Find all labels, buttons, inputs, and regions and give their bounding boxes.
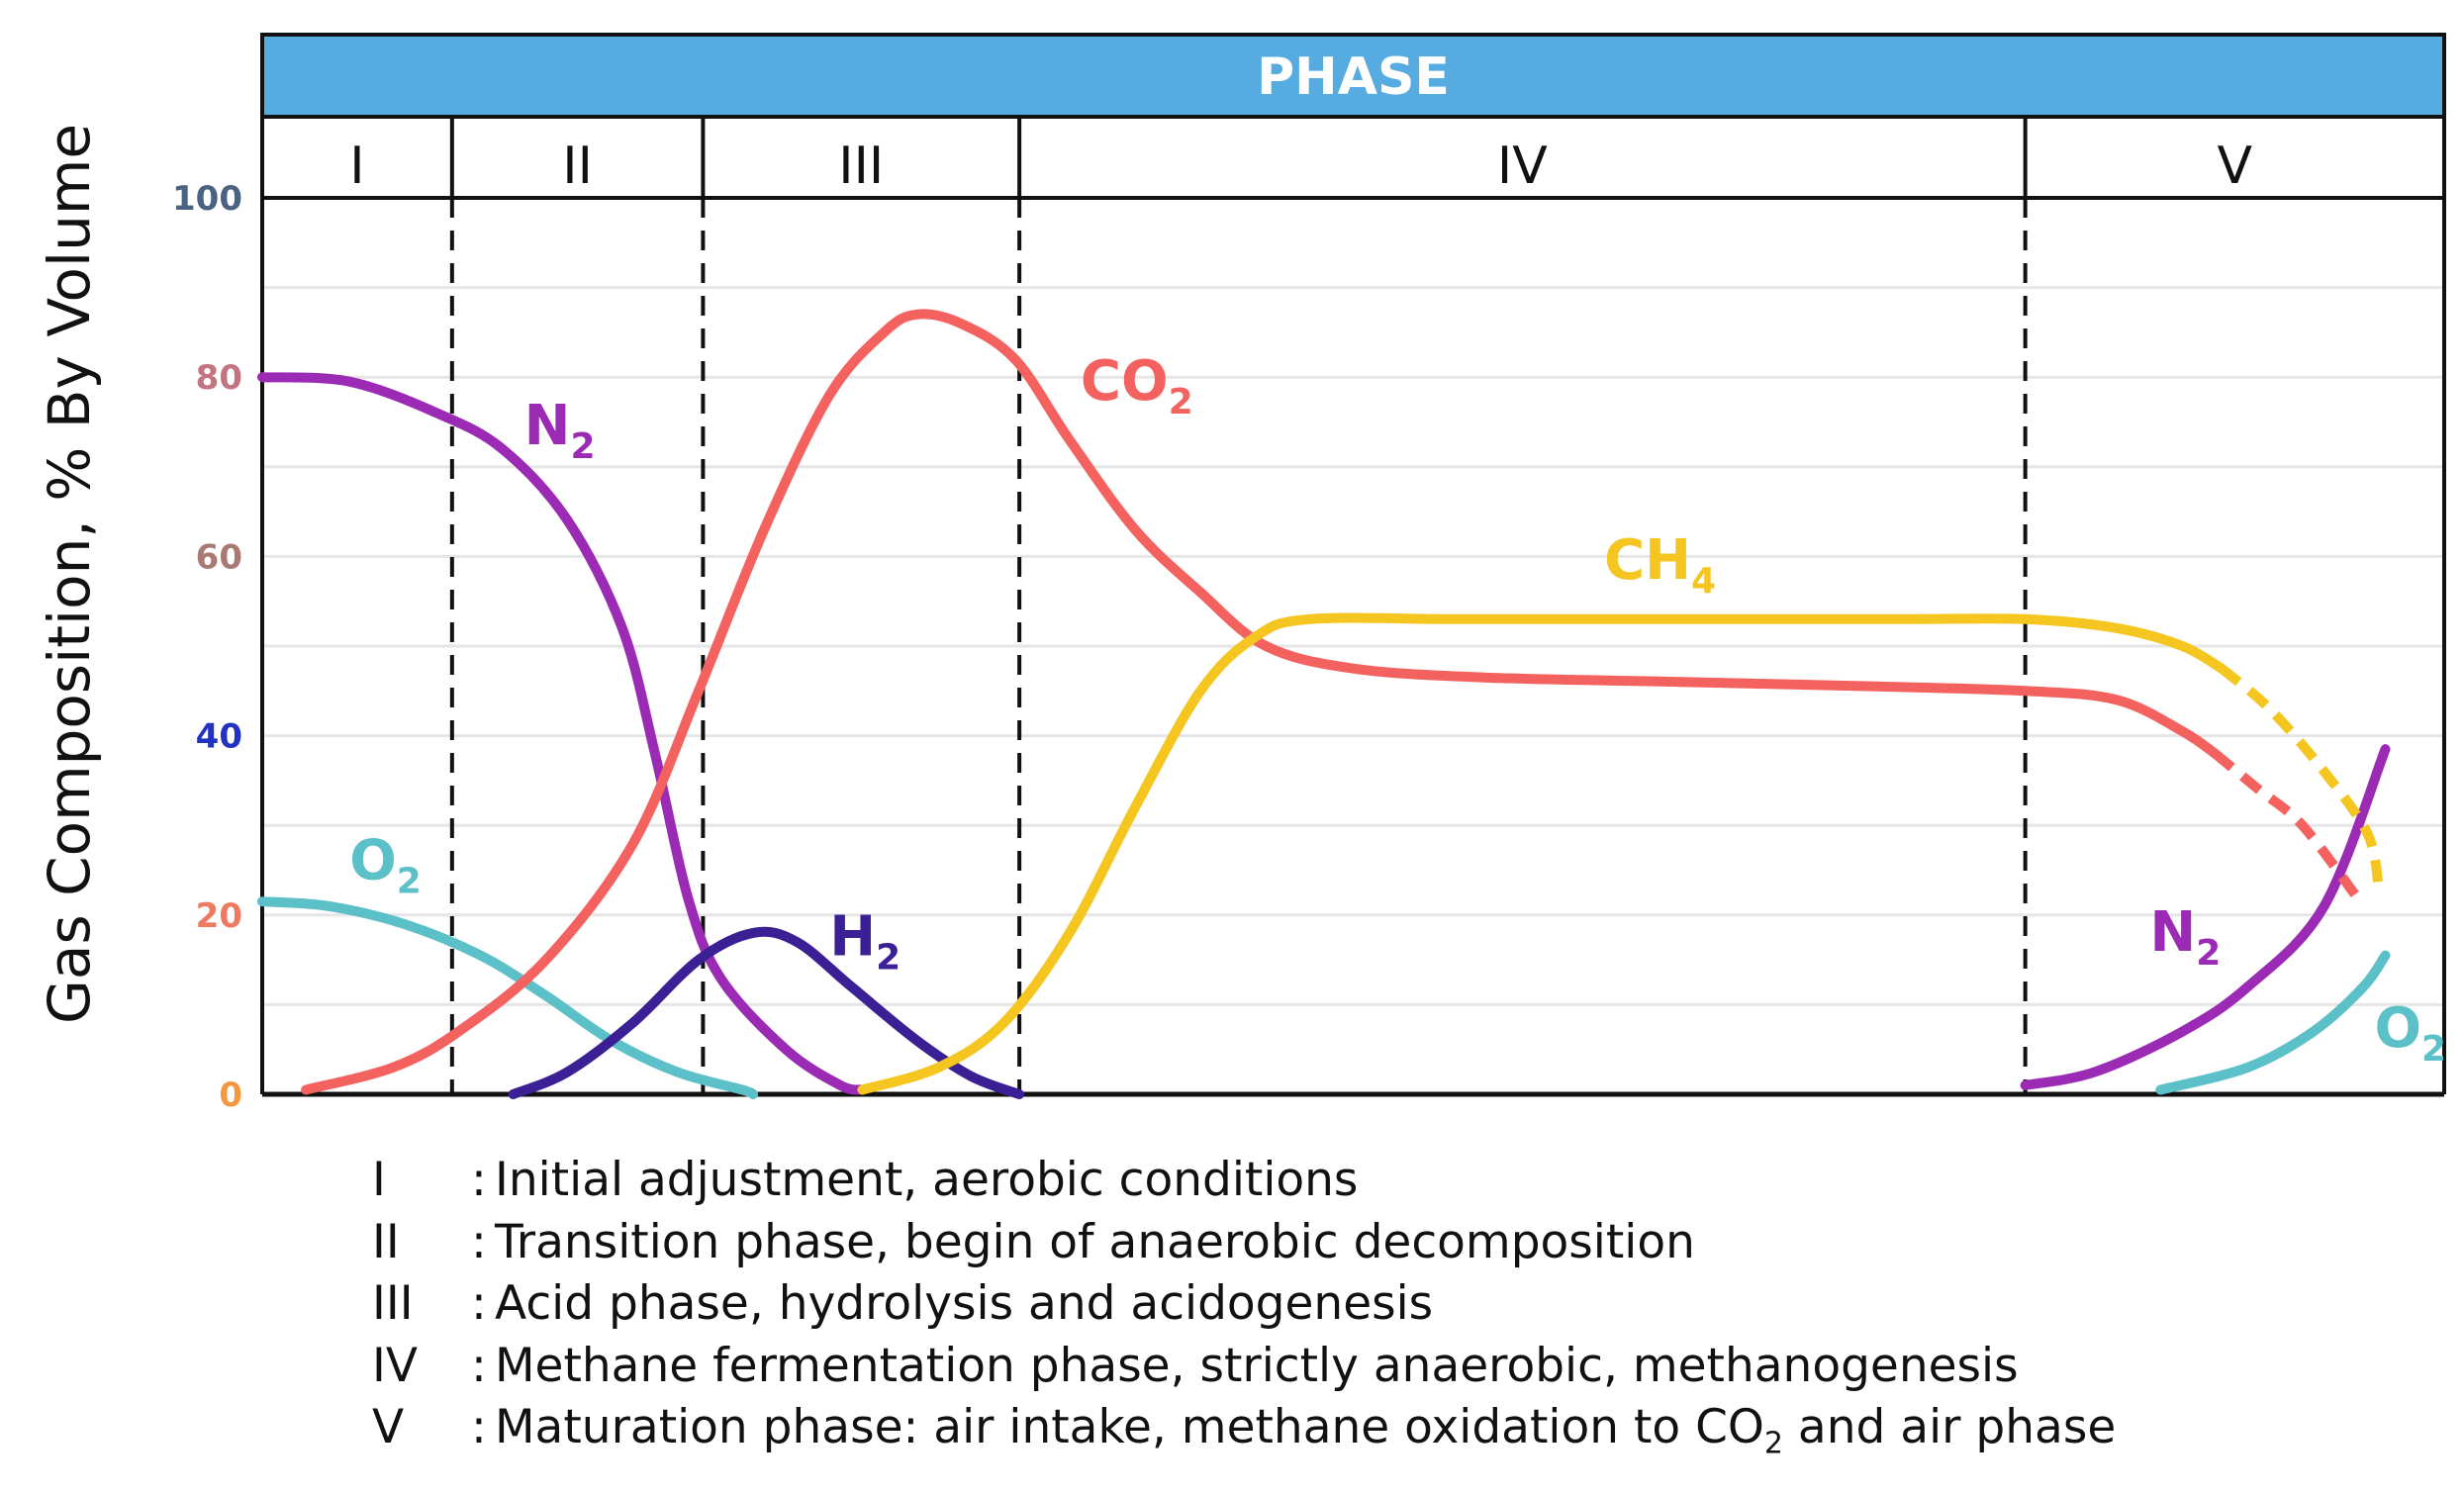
grid-lines xyxy=(262,286,2444,1006)
legend-code: III xyxy=(372,1276,414,1331)
y-tick-labels: 0 20 40 60 80 100 xyxy=(172,179,242,1115)
y-axis-title: Gas Composition, % By Volume xyxy=(36,124,103,1024)
series-label-n2: N2 xyxy=(2149,900,2221,974)
series-line-o2 xyxy=(257,896,759,1099)
legend-separator: : xyxy=(471,1276,487,1331)
phase-label-II: II xyxy=(562,137,593,196)
phase-label-IV: IV xyxy=(1497,137,1548,196)
legend-text: Methane fermentation phase, strictly ana… xyxy=(495,1338,2019,1393)
series-line-co2-dashed xyxy=(2212,749,2361,900)
legend-text: Initial adjustment, aerobic conditions xyxy=(495,1153,1359,1207)
legend-separator: : xyxy=(471,1400,487,1454)
y-tick-label: 40 xyxy=(196,717,242,757)
legend-separator: : xyxy=(471,1153,487,1207)
legend-row-III: III: Acid phase, hydrolysis and acidogene… xyxy=(372,1273,2116,1336)
series-labels: N2 O2 CO2 H2 CH4 N2 O2 xyxy=(349,349,2446,1070)
phase-label-V: V xyxy=(2218,137,2253,196)
legend-separator: : xyxy=(471,1214,487,1269)
series-label-o2: O2 xyxy=(349,829,422,902)
phase-header-bar xyxy=(260,33,2446,119)
y-tick-label: 0 xyxy=(219,1075,242,1115)
series-line-o2-phase-v xyxy=(2155,950,2391,1095)
legend-row-IV: IV: Methane fermentation phase, strictly … xyxy=(372,1336,2116,1398)
y-tick-label: 20 xyxy=(196,896,242,936)
phase-dividers: I II III IV V xyxy=(349,117,2253,1094)
series-line-h2 xyxy=(508,926,1025,1099)
legend-text: Transition phase, begin of anaerobic dec… xyxy=(495,1214,1695,1269)
phase-label-III: III xyxy=(838,137,884,196)
series-label-ch4: CH4 xyxy=(1604,528,1716,602)
legend-row-I: I: Initial adjustment, aerobic conditions xyxy=(372,1150,2116,1212)
series-line-n2-phase-v xyxy=(2020,744,2391,1090)
series-label-o2: O2 xyxy=(2374,996,2446,1070)
series-label-h2: H2 xyxy=(829,905,900,979)
y-tick-label: 80 xyxy=(196,358,242,398)
legend-text: Acid phase, hydrolysis and acidogenesis xyxy=(495,1276,1434,1331)
y-tick-label: 100 xyxy=(172,179,242,219)
series-label-co2: CO2 xyxy=(1081,349,1193,422)
legend-code: IV xyxy=(372,1338,419,1393)
legend-text: Maturation phase: air intake, methane ox… xyxy=(495,1400,2117,1461)
y-tick-label: 60 xyxy=(196,537,242,577)
series-line-co2 xyxy=(301,309,2221,1095)
phase-legend: I: Initial adjustment, aerobic conditions… xyxy=(372,1150,2116,1475)
series-line-ch4 xyxy=(857,612,2227,1095)
series-line-ch4-dashed xyxy=(2218,664,2384,889)
legend-row-II: II: Transition phase, begin of anaerobic … xyxy=(372,1212,2116,1274)
series-label-n2: N2 xyxy=(524,394,596,467)
legend-separator: : xyxy=(471,1338,487,1393)
phase-header-title: PHASE xyxy=(1257,47,1450,107)
axes xyxy=(260,117,2446,1097)
legend-code: V xyxy=(372,1400,405,1454)
series-lines xyxy=(257,309,2391,1099)
legend-code: II xyxy=(372,1214,400,1269)
series-line-n2 xyxy=(257,372,868,1095)
legend-row-V: V: Maturation phase: air intake, methane … xyxy=(372,1397,2116,1475)
legend-code: I xyxy=(372,1153,386,1207)
phase-label-I: I xyxy=(349,137,364,196)
